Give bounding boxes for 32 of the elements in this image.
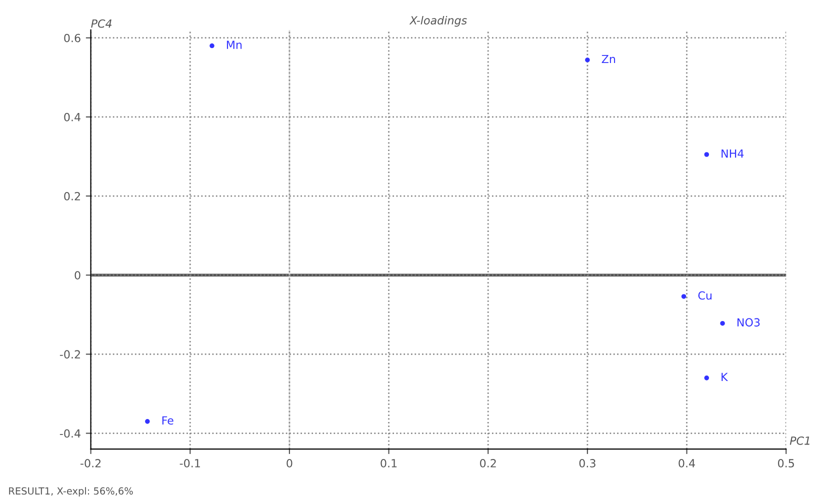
x-tick-label: -0.1 [180,459,200,468]
point [210,43,214,48]
annotation: Zn [602,54,616,64]
point [145,419,150,424]
y-tick-label: 0.6 [64,34,80,42]
point [704,376,710,380]
chart-title: X-loadings [409,16,467,27]
annotation: Mn [226,40,242,49]
y-axis-title: PC4 [91,19,112,28]
y-tick-label: 0 [74,271,80,280]
y-tick-label: 0.2 [64,192,80,200]
x-tick-label: -0.2 [80,459,101,468]
y-tick-label: -0.2 [60,350,80,359]
x-tick-label: 0.2 [480,459,496,468]
x-tick-label: 0 [286,459,292,468]
y-tick-label: 0.4 [64,112,80,122]
x-tick-label: 0.4 [678,459,695,468]
annotation: Cu [698,291,712,300]
x-axis-title: PC1 [790,436,810,445]
annotation: K [722,372,728,381]
annotation: NO3 [738,318,760,327]
point [585,58,590,62]
x-tick-label: 0.1 [380,459,397,468]
annotation: Fe [162,416,174,425]
annotation: NH4 [722,149,744,158]
point [681,294,686,299]
text: RESULT1, X-expl: 56%,6% [9,487,133,497]
point [704,152,710,157]
point [720,320,725,326]
x-tick-label: 0.5 [778,459,794,468]
x-tick-label: 0.3 [579,459,596,468]
y-tick-label: -0.4 [60,429,80,438]
